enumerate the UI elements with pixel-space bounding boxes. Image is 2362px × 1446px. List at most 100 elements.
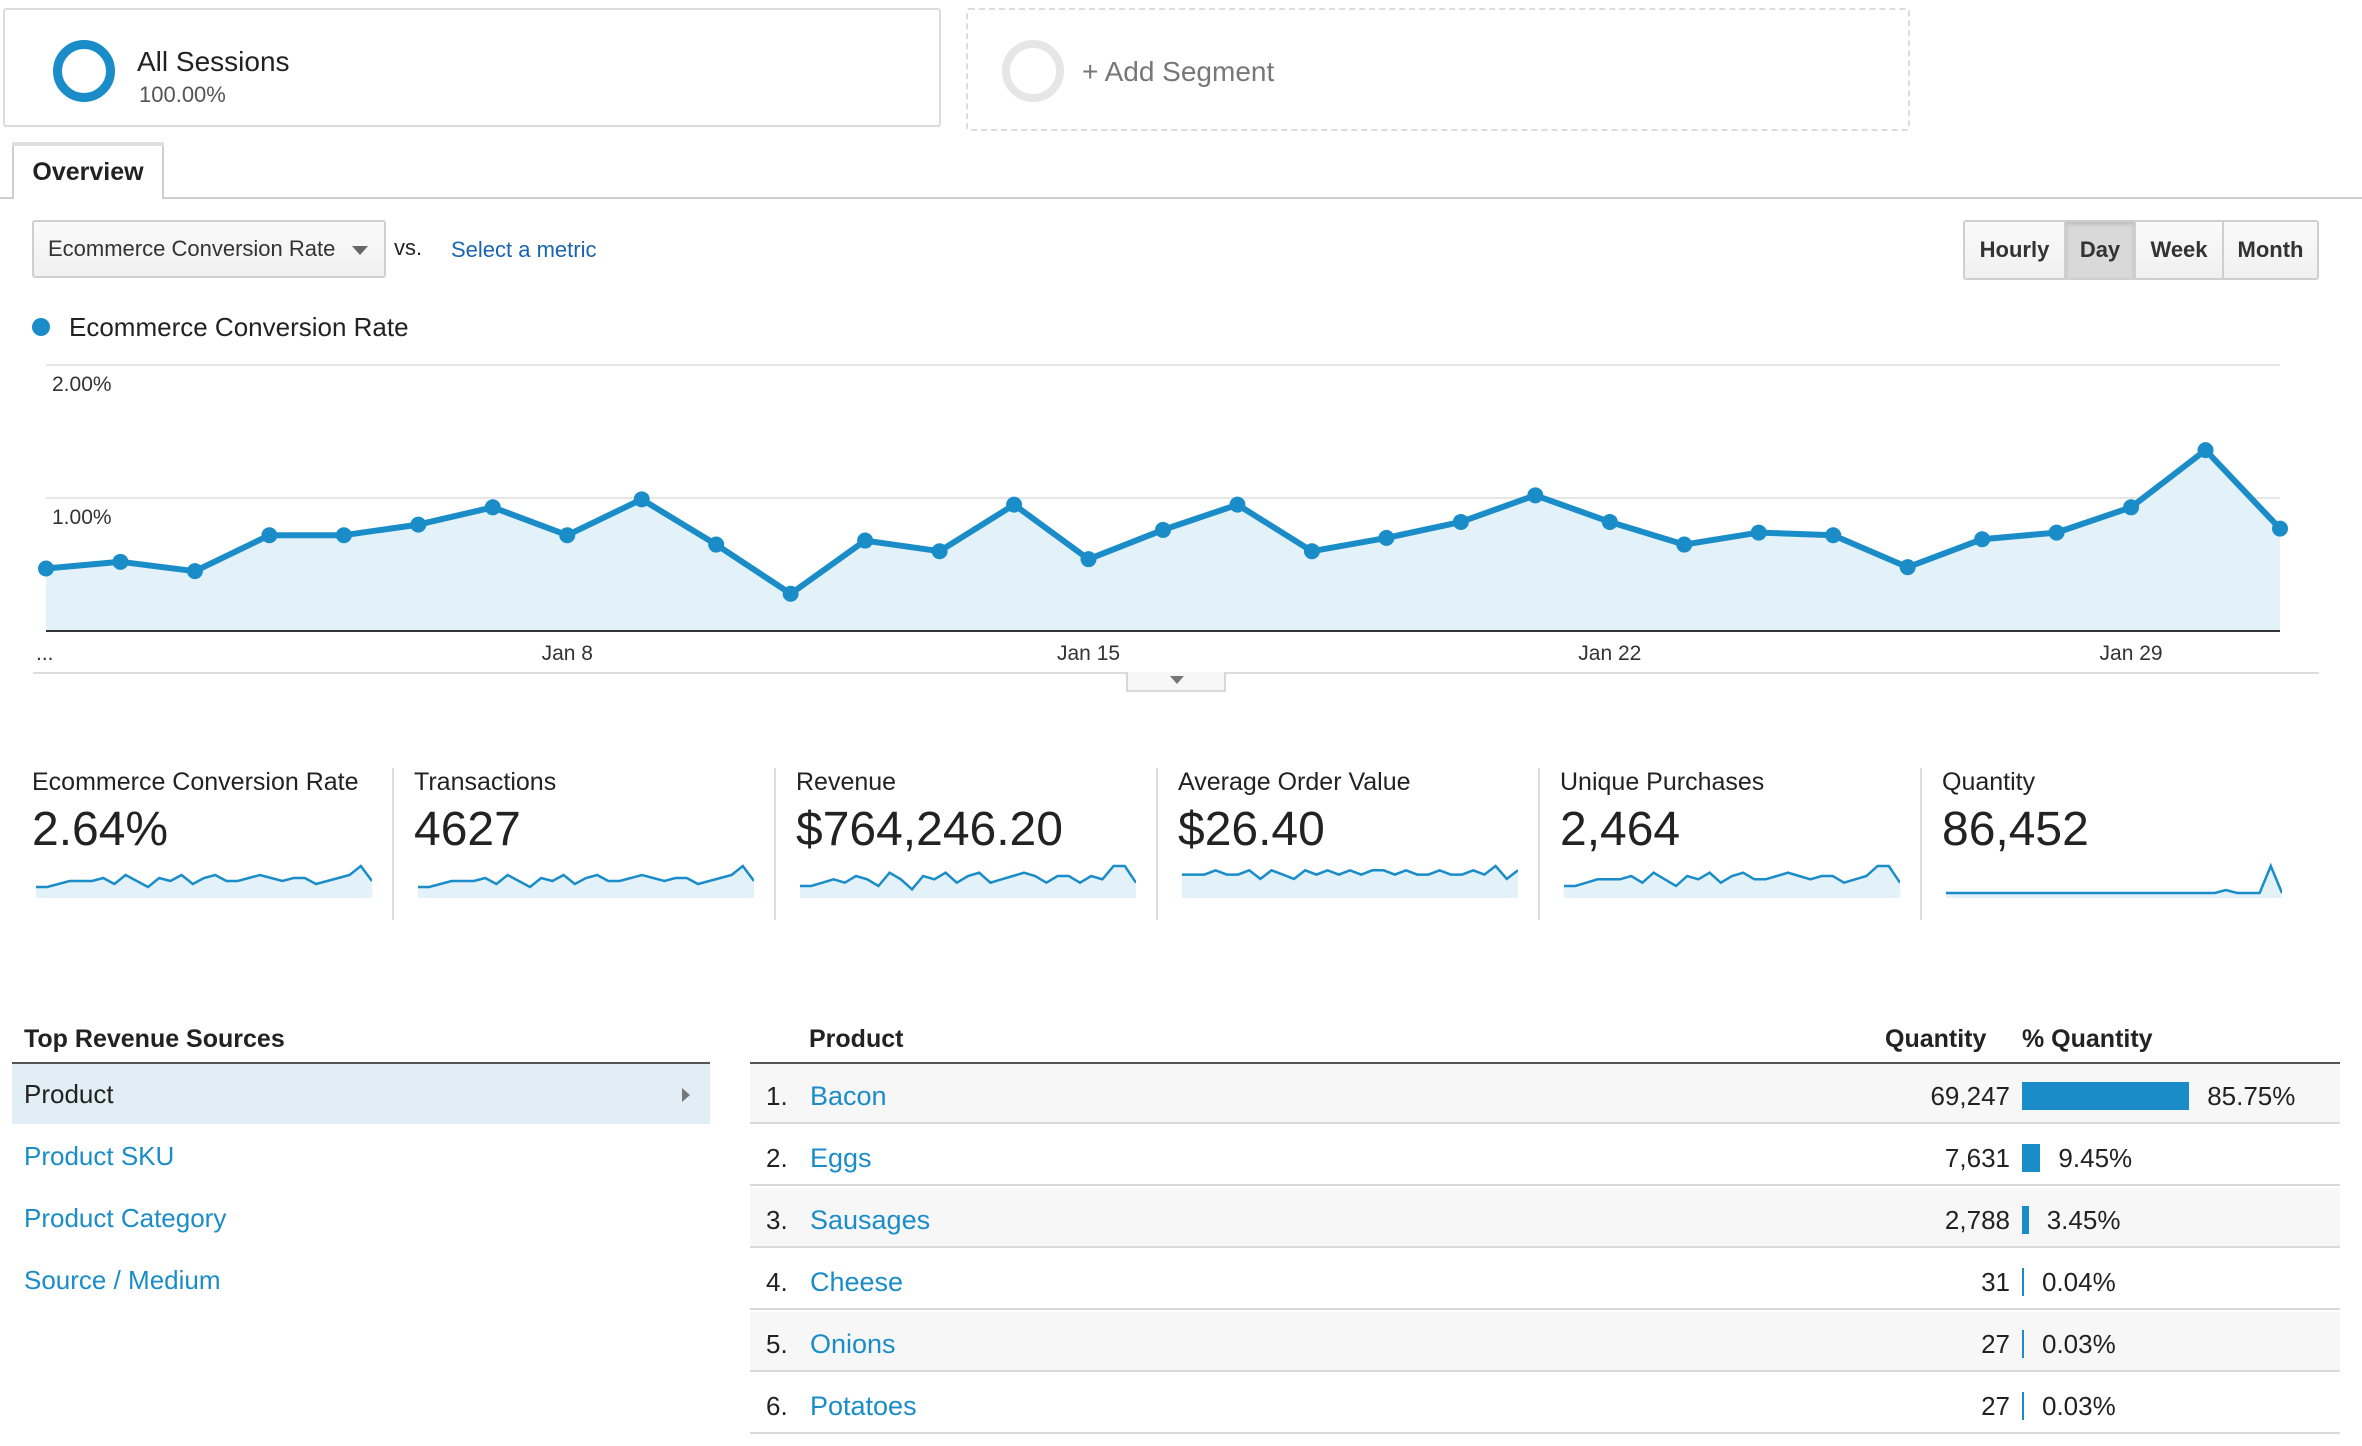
table-row: 6. Potatoes 27 0.03% [750,1374,2340,1434]
table-row: 2. Eggs 7,631 9.45% [750,1126,2340,1186]
scorecard[interactable]: Transactions 4627 [414,762,774,922]
data-point[interactable] [2123,499,2140,516]
data-point[interactable] [857,532,874,549]
product-table-header-line [750,1062,2340,1064]
sparkline-area [1946,866,2282,898]
data-point[interactable] [1452,513,1469,530]
data-point[interactable] [484,499,501,516]
vs-label: vs. [394,235,423,260]
col-header-pct-quantity: % Quantity [2022,1025,2153,1053]
scorecard-value: 4627 [414,803,521,856]
scorecard-value: $26.40 [1178,803,1325,856]
sparkline-area [800,866,1136,898]
data-point[interactable] [1080,551,1097,568]
data-point[interactable] [1601,513,1618,530]
data-point[interactable] [1676,536,1693,553]
data-point[interactable] [1527,487,1544,504]
trs-item-product-sku[interactable]: Product SKU [24,1141,175,1171]
chart-collapse-toggle[interactable] [1126,672,1226,692]
data-point[interactable] [2272,520,2288,537]
scorecard[interactable]: Quantity 86,452 [1942,762,2302,922]
line-chart: 2.00% 1.00%... Jan 8 Jan 15 Jan 22 Jan 29 [36,364,2288,665]
period-week-button[interactable]: Week [2134,222,2222,278]
sparkline-area [36,866,372,898]
add-segment-label: + Add Segment [1082,56,1275,87]
segment-name: All Sessions [137,46,290,77]
y-tick-label: 1.00% [52,506,112,529]
data-point[interactable] [410,516,427,533]
data-point[interactable] [38,560,54,577]
scorecard-value: 2,464 [1560,803,1681,856]
data-point[interactable] [2197,442,2214,459]
scorecard-divider [1920,768,1922,920]
data-point[interactable] [2048,524,2065,541]
data-point[interactable] [782,585,799,602]
data-point[interactable] [931,543,948,560]
segment-percent: 100.00% [139,82,226,107]
chevron-right-icon [682,1088,690,1102]
data-point[interactable] [112,553,129,570]
data-point[interactable] [1303,543,1320,560]
scorecard[interactable]: Ecommerce Conversion Rate 2.64% [32,762,392,922]
data-point[interactable] [1750,524,1767,541]
scorecard[interactable]: Average Order Value $26.40 [1178,762,1538,922]
scorecard-label: Unique Purchases [1560,768,1765,796]
product-link[interactable]: Potatoes [810,1391,917,1421]
data-point[interactable] [1899,559,1916,576]
data-point[interactable] [1974,531,1991,548]
sparkline-line [1182,864,1518,881]
trs-item-product[interactable]: Product [12,1064,710,1124]
x-tick-label: Jan 8 [542,642,593,665]
data-point[interactable] [1378,529,1395,546]
product-link[interactable]: Bacon [810,1081,887,1111]
add-segment-button[interactable]: + Add Segment [966,8,1910,131]
data-point[interactable] [1155,521,1171,538]
trs-item-source-medium[interactable]: Source / Medium [24,1265,221,1295]
row-pct-quantity: 0.04% [2042,1267,2116,1297]
period-toggle-group: Hourly Day Week Month [1963,220,2319,280]
data-point[interactable] [708,536,725,553]
row-quantity: 27 [1981,1391,2010,1421]
trs-header-line [12,1062,710,1064]
product-link[interactable]: Onions [810,1329,896,1359]
select-metric-link[interactable]: Select a metric [451,237,597,262]
sparkline [418,864,754,898]
data-point[interactable] [186,563,203,580]
product-link[interactable]: Eggs [810,1143,872,1173]
row-quantity: 7,631 [1944,1143,2010,1173]
legend-label: Ecommerce Conversion Rate [69,312,409,342]
pct-quantity-bar [2022,1206,2029,1234]
row-pct-quantity: 3.45% [2046,1205,2121,1235]
data-point[interactable] [633,491,650,508]
col-header-product: Product [809,1025,904,1053]
period-hourly-button[interactable]: Hourly [1965,222,2064,278]
scorecard[interactable]: Revenue $764,246.20 [796,762,1156,922]
top-revenue-sources-title: Top Revenue Sources [24,1025,285,1053]
scorecard-label: Quantity [1942,768,2036,796]
scorecard[interactable]: Unique Purchases 2,464 [1560,762,1920,922]
metric-dropdown[interactable]: Ecommerce Conversion Rate [32,220,386,278]
product-link[interactable]: Sausages [810,1205,931,1235]
data-point[interactable] [335,527,352,544]
table-row: 3. Sausages 2,788 3.45% [750,1188,2340,1248]
data-point[interactable] [1825,527,1842,544]
x-tick-label: Jan 22 [1578,642,1641,665]
row-index: 1. [766,1081,788,1111]
segment-all-sessions[interactable]: All Sessions 100.00% [3,8,941,127]
data-point[interactable] [1006,496,1023,513]
product-link[interactable]: Cheese [810,1267,904,1297]
trs-item-product-category[interactable]: Product Category [24,1203,227,1233]
x-tick-label: Jan 15 [1057,642,1120,665]
sparkline-line [1946,862,2282,895]
row-quantity: 2,788 [1944,1205,2010,1235]
data-point[interactable] [1229,496,1246,513]
row-quantity: 69,247 [1930,1081,2010,1111]
data-point[interactable] [261,527,278,544]
tab-divider [0,197,2362,199]
tab-overview[interactable]: Overview [12,142,164,199]
scorecard-divider [1538,768,1540,920]
period-day-button[interactable]: Day [2064,222,2134,278]
period-month-button[interactable]: Month [2222,222,2317,278]
data-point[interactable] [559,527,576,544]
row-index: 4. [766,1267,788,1297]
